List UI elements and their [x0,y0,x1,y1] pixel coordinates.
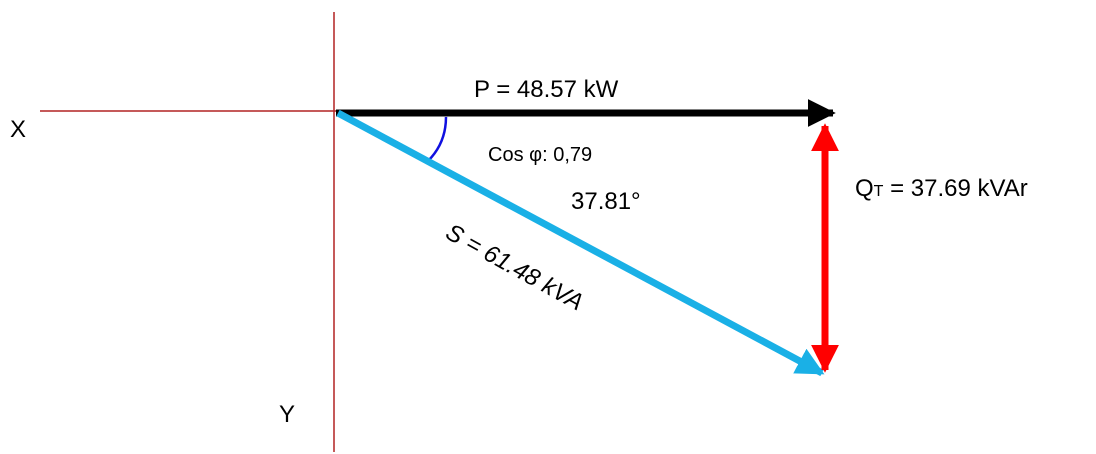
reactive-power-subscript: T [874,183,884,200]
reactive-power-value: = 37.69 kVAr [883,175,1027,202]
reactive-power-symbol: Q [855,175,874,202]
angle-label: 37.81° [571,188,641,215]
power-factor-label: Cos φ: 0,79 [488,144,592,166]
axis-x-label: X [10,116,26,143]
angle-arc [427,116,448,162]
apparent-power-vector [336,109,825,377]
axis-y-label: Y [279,401,295,428]
active-power-label: P = 48.57 kW [474,76,619,103]
reactive-power-label: QT = 37.69 kVAr [855,175,1028,202]
